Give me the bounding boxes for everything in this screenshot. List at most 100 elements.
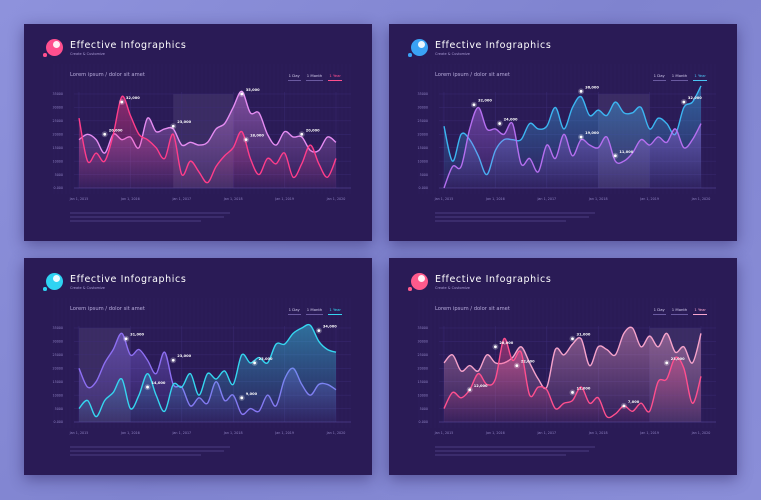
chart-svg: 0.000 5000 10000 15000 20000 25000 30000 35000 J… xyxy=(418,298,716,435)
annotation-label: 20,000 xyxy=(306,128,320,132)
tab-1-day[interactable]: 1 Day xyxy=(652,73,666,81)
annotation-dot[interactable] xyxy=(146,385,149,389)
series-2-area xyxy=(79,96,336,188)
annotation-dot[interactable] xyxy=(120,100,124,104)
x-tick-label: Jan 1, 2019 xyxy=(639,431,659,435)
y-tick-label: 25000 xyxy=(53,353,64,357)
y-tick-label: 30000 xyxy=(53,340,64,344)
x-tick-label: Jan 1, 2016 xyxy=(485,431,505,435)
y-tick-label: 15000 xyxy=(53,380,64,384)
annotation-dot[interactable] xyxy=(468,388,472,392)
annotation-dot[interactable] xyxy=(579,135,583,139)
x-tick-label: Jan 1, 2015 xyxy=(434,431,454,435)
annotation-label: 36,000 xyxy=(585,85,599,89)
logo-highlight xyxy=(53,275,60,282)
annotation-dot[interactable] xyxy=(253,361,257,365)
chart-heading: Lorem ipsum / dolor sit amet xyxy=(70,306,145,312)
y-tick-label: 5000 xyxy=(55,407,63,411)
annotation-dot[interactable] xyxy=(515,364,519,367)
annotation-glow xyxy=(101,131,108,138)
x-tick-label: Jan 1, 2018 xyxy=(588,197,608,201)
x-tick-label: Jan 1, 2017 xyxy=(171,431,191,435)
annotation-dot[interactable] xyxy=(240,92,244,96)
logo-icon xyxy=(408,39,428,57)
x-tick-label: Jan 1, 2017 xyxy=(536,197,556,201)
y-tick-label: 30000 xyxy=(418,340,429,344)
annotation-dot[interactable] xyxy=(472,103,476,107)
tab-1-month[interactable]: 1 Month xyxy=(305,307,324,315)
annotation-label: 23,000 xyxy=(177,120,191,124)
annotation-glow xyxy=(569,389,576,396)
annotation-dot[interactable] xyxy=(103,132,107,136)
annotation-label: 9,000 xyxy=(246,392,258,396)
annotation-dot[interactable] xyxy=(124,337,128,341)
tab-1-year[interactable]: 1 Year xyxy=(328,307,342,315)
annotation-label: 32,000 xyxy=(688,96,702,100)
chart-heading: Lorem ipsum / dolor sit amet xyxy=(435,306,510,312)
annotation-label: 14,000 xyxy=(152,381,166,385)
annotation-label: 19,000 xyxy=(585,131,599,135)
annotation-label: 31,000 xyxy=(577,333,591,337)
annotation-dot[interactable] xyxy=(579,89,583,93)
y-tick-label: 25000 xyxy=(418,353,429,357)
y-tick-label: 0.000 xyxy=(54,186,63,190)
annotation-glow xyxy=(496,120,503,127)
tab-1-month[interactable]: 1 Month xyxy=(670,73,689,81)
logo-icon xyxy=(43,39,63,57)
annotation-glow xyxy=(315,327,322,334)
tab-1-year[interactable]: 1 Year xyxy=(693,307,707,315)
y-tick-label: 30000 xyxy=(418,106,429,110)
annotation-dot[interactable] xyxy=(300,132,304,136)
y-tick-label: 5000 xyxy=(420,407,428,411)
annotation-dot[interactable] xyxy=(317,329,321,333)
x-tick-label: Jan 1, 2018 xyxy=(223,431,243,435)
annotation-glow xyxy=(466,386,473,393)
chart-svg: 0.000 5000 10000 15000 20000 25000 30000 35000 J… xyxy=(418,64,716,201)
tab-1-month[interactable]: 1 Month xyxy=(305,73,324,81)
annotation-glow xyxy=(243,136,250,143)
y-tick-label: 20000 xyxy=(53,132,64,136)
annotation-label: 23,000 xyxy=(671,357,685,361)
tab-1-year[interactable]: 1 Year xyxy=(328,73,342,81)
tab-1-day[interactable]: 1 Day xyxy=(287,307,301,315)
annotation-dot[interactable] xyxy=(171,124,175,128)
annotation-dot[interactable] xyxy=(571,391,574,394)
annotation-glow xyxy=(569,335,576,342)
y-tick-label: 0.000 xyxy=(54,420,63,424)
placeholder-text-lines xyxy=(70,446,230,458)
tab-1-day[interactable]: 1 Day xyxy=(287,73,301,81)
annotation-dot[interactable] xyxy=(171,358,175,362)
x-tick-label: Jan 1, 2016 xyxy=(120,431,140,435)
logo-highlight xyxy=(418,41,425,48)
annotation-label: 22,000 xyxy=(521,360,535,364)
annotation-glow xyxy=(170,357,177,364)
tab-1-day[interactable]: 1 Day xyxy=(652,307,666,315)
chart-subtitle: Create & Customize xyxy=(70,286,105,290)
chart-svg: 0.000 5000 10000 15000 20000 25000 30000 35000 J… xyxy=(53,64,351,201)
y-tick-label: 30000 xyxy=(53,106,64,110)
annotation-dot[interactable] xyxy=(682,100,686,104)
annotation-dot[interactable] xyxy=(622,404,626,408)
annotation-dot[interactable] xyxy=(240,396,244,400)
x-tick-label: Jan 1, 2019 xyxy=(274,431,294,435)
annotation-dot[interactable] xyxy=(571,337,574,341)
x-tick-label: Jan 1, 2015 xyxy=(69,431,89,435)
chart-subtitle: Create & Customize xyxy=(70,52,105,56)
y-tick-label: 35000 xyxy=(418,92,429,96)
annotation-dot[interactable] xyxy=(613,154,617,158)
annotation-dot[interactable] xyxy=(244,138,248,142)
annotation-glow xyxy=(298,131,305,138)
series-2-area xyxy=(79,324,336,422)
y-tick-label: 10000 xyxy=(53,159,64,163)
time-range-tabs: 1 Day 1 Month 1 Year xyxy=(287,307,342,315)
tab-1-month[interactable]: 1 Month xyxy=(670,307,689,315)
annotation-glow xyxy=(238,394,245,401)
tab-1-year[interactable]: 1 Year xyxy=(693,73,707,81)
annotation-label: 11,000 xyxy=(619,150,633,154)
annotation-label: 23,000 xyxy=(259,357,273,361)
y-tick-label: 0.000 xyxy=(419,420,428,424)
annotation-dot[interactable] xyxy=(665,361,669,365)
annotation-dot[interactable] xyxy=(494,345,497,349)
annotation-dot[interactable] xyxy=(498,122,502,125)
x-tick-label: Jan 1, 2016 xyxy=(120,197,140,201)
